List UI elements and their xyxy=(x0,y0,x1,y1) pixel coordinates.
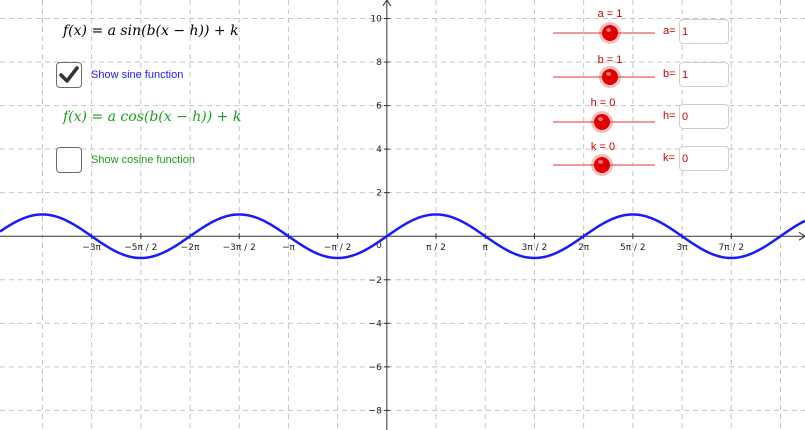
checkmark-icon xyxy=(59,66,79,83)
slider-h-knob[interactable] xyxy=(594,114,610,130)
x-tick-label: 7π / 2 xyxy=(718,243,744,253)
x-tick-label: π / 2 xyxy=(426,243,446,253)
input-a-label: a= xyxy=(663,25,676,37)
input-a-field[interactable]: 1 xyxy=(679,19,729,44)
x-tick-label: −π xyxy=(282,243,296,253)
cosine-formula: f(x) = a cos(b(x − h)) + k xyxy=(63,109,242,125)
show-sine-checkbox[interactable] xyxy=(56,62,82,88)
x-tick-label: −5π / 2 xyxy=(124,243,157,253)
slider-b-title: b = 1 xyxy=(597,54,623,66)
input-k-label: k= xyxy=(663,152,675,164)
y-tick-label: −8 xyxy=(369,406,383,416)
x-tick-label: −π / 2 xyxy=(324,243,351,253)
sine-curve xyxy=(0,213,805,260)
input-h-label: h= xyxy=(663,110,676,122)
x-tick-label: −2π xyxy=(181,243,200,253)
slider-k-title: k = 0 xyxy=(590,141,616,153)
input-k-field[interactable]: 0 xyxy=(679,146,729,171)
y-tick-label: −2 xyxy=(369,276,382,286)
slider-a-title: a = 1 xyxy=(597,8,623,20)
input-b-label: b= xyxy=(663,68,676,80)
x-tick-label: 3π / 2 xyxy=(522,243,548,253)
slider-h-title: h = 0 xyxy=(590,97,616,109)
slider-b-knob[interactable] xyxy=(602,69,618,85)
x-tick-label: π xyxy=(483,243,489,253)
x-tick-label: −3π / 2 xyxy=(223,243,256,253)
slider-k-knob[interactable] xyxy=(594,157,610,173)
show-sine-label: Show sine function xyxy=(91,69,184,81)
input-h-field[interactable]: 0 xyxy=(679,104,729,129)
x-tick-label: 2π xyxy=(578,243,590,253)
y-tick-label: −6 xyxy=(369,363,383,373)
origin-label: 0 xyxy=(376,241,382,251)
slider-a-knob[interactable] xyxy=(602,25,618,41)
input-b-field[interactable]: 1 xyxy=(679,62,729,87)
y-tick-label: 6 xyxy=(376,102,382,112)
show-cosine-label: Show cosine function xyxy=(91,154,195,166)
sine-formula: f(x) = a sin(b(x − h)) + k xyxy=(63,23,239,39)
x-axis-arrow-icon xyxy=(798,231,805,241)
y-tick-label: 2 xyxy=(376,189,382,199)
show-cosine-checkbox[interactable] xyxy=(56,147,82,173)
y-tick-label: 4 xyxy=(376,145,382,155)
x-tick-label: 3π xyxy=(676,243,688,253)
y-tick-label: 8 xyxy=(376,58,382,68)
x-tick-label: 5π / 2 xyxy=(620,243,646,253)
y-tick-label: −4 xyxy=(369,319,383,329)
y-tick-label: 10 xyxy=(370,15,382,25)
x-tick-label: −3π xyxy=(82,243,101,253)
y-axis-arrow-icon xyxy=(382,0,392,7)
